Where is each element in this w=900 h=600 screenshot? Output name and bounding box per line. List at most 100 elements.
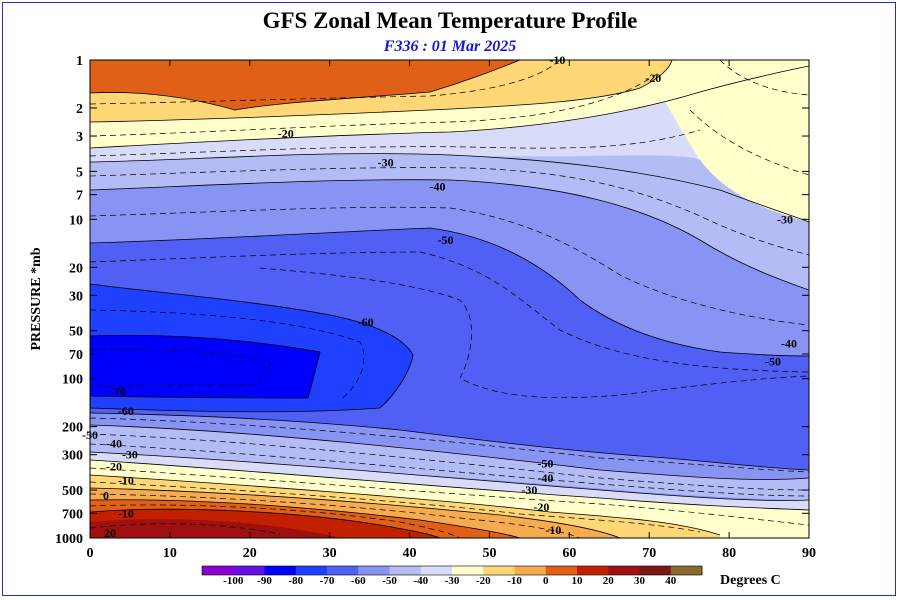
contour-line-0-upper xyxy=(90,60,521,111)
contour-label: -50 xyxy=(765,354,781,368)
colorbar-swatch xyxy=(483,566,515,575)
colorbar-tick-label: -20 xyxy=(476,575,491,587)
x-tick-label: 0 xyxy=(87,546,94,561)
y-tick-label: 5 xyxy=(76,165,83,180)
dashed-line-cold-2 xyxy=(90,349,271,387)
dashed-line-upper-1 xyxy=(90,60,561,105)
colorbar-swatch xyxy=(452,566,484,575)
contour-label: -30 xyxy=(777,212,793,226)
fill-region-m70 xyxy=(90,335,320,398)
contour-label: -40 xyxy=(537,471,553,485)
colorbar-border xyxy=(201,565,703,576)
colorbar-swatch xyxy=(202,566,234,575)
y-tick-label: 50 xyxy=(69,325,83,340)
contour-line-m30-low xyxy=(90,451,809,501)
y-tick-label: 700 xyxy=(62,507,83,522)
colorbar-tick-label: -60 xyxy=(351,575,366,587)
x-tick-label: 30 xyxy=(323,546,337,561)
y-tick-label: 500 xyxy=(62,484,83,499)
y-tick-label: 7 xyxy=(76,189,83,204)
contour-line-m50 xyxy=(90,227,809,357)
contour-line-m60 xyxy=(90,283,414,413)
contour-line-0-low xyxy=(90,487,621,538)
dashed-line-low-4 xyxy=(90,467,809,526)
x-axis: 0 10 20 30 40 50 60 70 80 90 xyxy=(87,60,816,561)
contour-line-m70 xyxy=(90,334,321,399)
contour-label: -30 xyxy=(521,483,537,497)
x-tick-label: 50 xyxy=(482,546,496,561)
y-tick-label: 70 xyxy=(69,348,83,363)
contour-label: -60 xyxy=(118,404,134,418)
x-tick-label: 90 xyxy=(802,546,816,561)
contour-label: 20 xyxy=(104,526,116,540)
dashed-contour-lines xyxy=(90,60,809,538)
colorbar-swatch xyxy=(295,566,328,575)
contour-label: -20 xyxy=(106,459,122,473)
fill-region-m30-low xyxy=(90,452,809,511)
dashed-line-mid-1 xyxy=(90,167,809,256)
colorbar-swatch xyxy=(233,566,265,575)
plot-border xyxy=(89,59,810,539)
dashed-line-right-top xyxy=(719,60,809,96)
colorbar-label: Degrees C xyxy=(720,573,781,588)
dashed-line-upper-2 xyxy=(90,71,661,137)
x-tick-label: 20 xyxy=(243,546,257,561)
contour-line-m10-low xyxy=(90,474,721,536)
colorbar-swatch xyxy=(420,566,453,575)
contour-label: -20 xyxy=(533,500,549,514)
y-tick-label: 30 xyxy=(69,289,83,304)
dashed-line-low-7 xyxy=(90,504,461,538)
colorbar: -100 -90 -80 -70 -60 -50 -40 -30 -20 -10 0 10 20 30 40 xyxy=(201,565,703,587)
dashed-line-mid-3 xyxy=(90,251,809,373)
colorbar-tick-label: 0 xyxy=(543,575,549,587)
colorbar-swatch xyxy=(670,566,703,575)
dashed-line-upper-3 xyxy=(90,129,701,157)
contour-line-m40-low xyxy=(90,424,809,480)
contour-label: -40 xyxy=(106,436,122,450)
y-tick-label: 1 xyxy=(76,54,83,69)
colorbar-swatch xyxy=(514,566,547,575)
fill-region-m20-right xyxy=(640,60,809,222)
dashed-line-low-1 xyxy=(90,417,809,473)
y-tick-label: 1000 xyxy=(55,532,83,547)
chart-title: GFS Zonal Mean Temperature Profile xyxy=(262,8,638,33)
x-tick-label: 40 xyxy=(403,546,417,561)
contour-label: -40 xyxy=(781,336,797,350)
colorbar-tick-label: 20 xyxy=(603,575,615,587)
colorbar-swatch xyxy=(608,566,640,575)
dashed-line-mid-2 xyxy=(90,206,809,326)
dashed-line-low-6 xyxy=(90,493,581,538)
contour-label: -60 xyxy=(358,315,374,329)
fill-region-m40 xyxy=(90,153,809,290)
contour-line-10-low xyxy=(90,499,521,538)
contour-label: -20 xyxy=(278,127,294,141)
dashed-line-low-2 xyxy=(90,433,809,491)
x-tick-label: 10 xyxy=(163,546,177,561)
contour-label: -30 xyxy=(378,156,394,170)
contour-line-m50-low xyxy=(90,412,809,471)
y-tick-label: 20 xyxy=(69,261,83,276)
y-tick-label: 200 xyxy=(62,421,83,436)
colorbar-swatch xyxy=(577,566,609,575)
dashed-line-low-3 xyxy=(90,443,809,497)
colorbar-tick-label: -30 xyxy=(445,575,460,587)
contour-line-m20-low xyxy=(90,459,809,511)
colorbar-swatch xyxy=(358,566,390,575)
contour-labels: -10-20-20-30-40-50-60-30-40-50-70-60-50-… xyxy=(82,53,797,540)
contour-label: -10 xyxy=(118,473,134,487)
y-axis-label: PRESSURE *mb xyxy=(29,247,44,350)
contour-label: -40 xyxy=(430,179,446,193)
colorbar-swatch xyxy=(389,566,422,575)
contour-label: -50 xyxy=(537,456,553,470)
y-tick-label: 3 xyxy=(76,130,83,145)
colorbar-swatch xyxy=(264,566,297,575)
contour-line-m10-upper xyxy=(90,60,673,123)
fill-region-m40-low xyxy=(90,425,809,500)
fill-region-0-upper xyxy=(90,60,520,110)
colorbar-swatch xyxy=(545,566,578,575)
chart-subtitle: F336 : 01 Mar 2025 xyxy=(383,38,517,55)
dashed-line-mid-4 xyxy=(259,267,809,399)
colorbar-tick-label: 40 xyxy=(665,575,677,587)
